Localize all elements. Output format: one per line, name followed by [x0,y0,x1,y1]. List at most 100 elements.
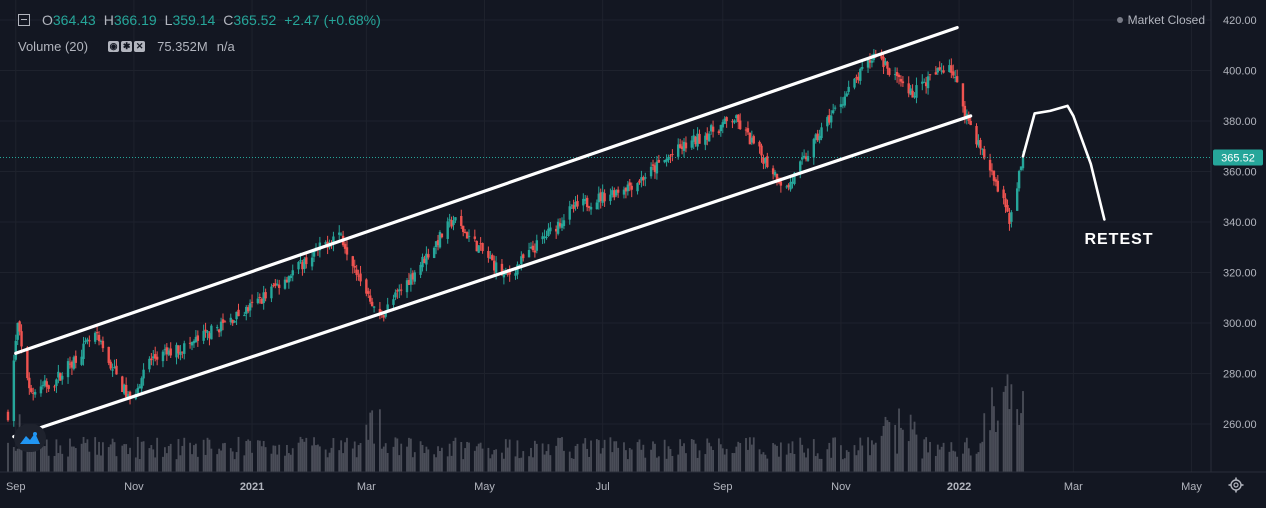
candle-body [109,361,112,369]
candle [628,178,631,192]
eye-icon[interactable]: ◉ [108,40,120,52]
candle-body [657,159,661,163]
candle-body [868,60,872,63]
candle-body [53,386,56,388]
candle [446,217,449,244]
volume-bar [803,452,806,472]
volume-bar [30,436,33,472]
volume-bar [286,444,288,472]
volume-bar [785,454,788,472]
gear-icon[interactable] [1228,477,1244,493]
candle [828,108,831,125]
candle [14,334,17,362]
candle [221,313,225,331]
candle-body [677,144,680,157]
candle [142,363,145,386]
candle [287,275,291,289]
close-icon[interactable]: ✕ [134,40,146,52]
candle [179,344,182,361]
candle-body [400,289,403,291]
candle [289,274,293,282]
volume-bar [752,437,755,472]
candle [169,342,172,358]
y-tick-label: 380.00 [1223,116,1257,128]
candle-body [760,145,763,156]
volume-bar [355,457,358,472]
candle-body [440,233,444,238]
volume-bar [642,444,645,472]
candle-body [597,193,600,203]
candle-body [93,332,97,342]
tradingview-logo[interactable] [14,424,46,452]
volume-bar [812,439,815,472]
candle-body [746,128,750,133]
candle-body [339,234,343,236]
price-marker-bg [1213,149,1263,166]
candle-body [981,148,984,150]
candle [165,343,169,361]
volume-bar [491,454,494,472]
candle [12,354,16,427]
candle-body [589,206,593,210]
collapse-icon[interactable] [18,14,30,26]
candle [826,115,829,132]
candle-body [709,125,713,132]
candle-body [289,275,293,279]
candle [6,409,10,422]
volume-bar [615,441,618,472]
candle-body [357,275,360,277]
volume-title[interactable]: Volume (20) [18,38,89,54]
candle-body [260,298,263,304]
candle-body [886,61,889,69]
candle-body [996,180,1000,192]
candle [748,132,752,145]
low-value: 359.14 [172,12,216,28]
candle-body [99,340,103,342]
volume-bar [475,446,478,472]
candle-body [95,332,99,334]
candle [570,204,573,210]
candle [684,136,688,153]
volume-bar [45,439,48,472]
candle [990,163,994,176]
candle [994,177,998,187]
volume-bar [638,439,641,472]
candle-body [221,319,225,323]
volume-bar [43,446,46,472]
volume-bar [859,437,862,472]
candles [6,49,1025,427]
candle-body [47,385,50,389]
candle [332,231,335,252]
candle [655,155,659,180]
candle-body [764,157,767,163]
candle-body [773,171,777,176]
volume-bar [61,453,64,472]
volume-bar [762,452,765,472]
volume-bar [760,454,763,472]
candle [250,294,254,308]
volume-bar [915,434,918,472]
volume-bar [251,452,253,472]
volume-bar [685,453,687,472]
volume-bar [247,439,250,472]
volume-bar [921,458,924,472]
candle-body [163,349,167,351]
volume-bar [818,458,821,472]
volume-bar [747,449,749,472]
candle-body [992,170,996,181]
candle-body [128,391,132,398]
candle-body [545,237,548,239]
volume-bar [107,447,110,472]
x-tick-label: May [1181,481,1202,493]
candle [421,253,424,272]
settings-icon[interactable]: ✱ [121,40,133,52]
status-dot [1116,17,1123,23]
candle-body [758,141,761,147]
volume-bar [154,457,157,472]
candle-body [264,292,267,299]
candle-body [231,319,234,324]
candle-body [434,241,438,248]
candle-body [779,181,783,186]
